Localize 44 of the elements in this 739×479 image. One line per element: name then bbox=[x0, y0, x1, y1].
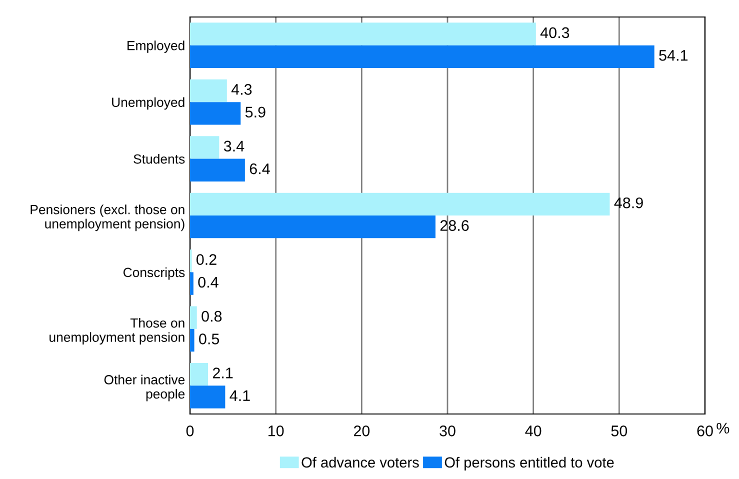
x-tick-label: 20 bbox=[354, 426, 370, 436]
bar bbox=[190, 272, 194, 295]
data-label: 0.8 bbox=[202, 310, 222, 322]
data-label: 0.2 bbox=[196, 254, 216, 265]
x-tick-label: 40 bbox=[525, 426, 542, 436]
bar bbox=[190, 79, 227, 102]
bar bbox=[190, 328, 194, 352]
y-tick-label: Students bbox=[134, 154, 185, 164]
data-label: 0.4 bbox=[198, 276, 218, 288]
data-label: 48.9 bbox=[614, 197, 643, 208]
bar bbox=[190, 45, 654, 68]
bar bbox=[190, 362, 208, 386]
data-label: 4.1 bbox=[230, 390, 250, 401]
data-label: 4.3 bbox=[231, 84, 252, 95]
x-tick-label: 10 bbox=[268, 426, 284, 436]
bar bbox=[190, 386, 226, 408]
x-tick-label: 60 bbox=[697, 426, 713, 436]
x-tick-label: 50 bbox=[611, 426, 628, 436]
y-tick-label: Other inactive people bbox=[104, 374, 185, 402]
legend-label: Of advance voters bbox=[302, 456, 419, 468]
bar bbox=[190, 192, 610, 216]
y-tick-label: Conscripts bbox=[123, 267, 185, 280]
data-label: 40.3 bbox=[540, 27, 570, 38]
y-tick-label: Pensioners (excl. those on unemployment pension) bbox=[30, 204, 184, 232]
bar bbox=[190, 306, 197, 329]
legend-label: Of persons entitled to vote bbox=[444, 456, 614, 470]
data-label: 54.1 bbox=[659, 50, 688, 61]
y-tick-label: Unemployed bbox=[112, 97, 184, 110]
y-tick-label: Those on unemployment pension bbox=[50, 318, 184, 345]
data-label: 5.9 bbox=[245, 106, 266, 118]
bar bbox=[190, 216, 436, 238]
data-label: 2.1 bbox=[212, 368, 233, 378]
x-tick-label: 0 bbox=[186, 426, 194, 436]
bar bbox=[190, 158, 245, 182]
data-label: 0.5 bbox=[199, 334, 220, 344]
bar bbox=[190, 136, 220, 159]
x-axis-title: % bbox=[716, 422, 730, 434]
bar bbox=[190, 22, 536, 46]
x-tick-label: 30 bbox=[440, 426, 456, 436]
data-label: 6.4 bbox=[250, 163, 270, 174]
data-label: 28.6 bbox=[440, 220, 469, 231]
data-label: 3.4 bbox=[224, 140, 244, 152]
bar bbox=[190, 102, 241, 125]
y-tick-label: Employed bbox=[128, 40, 184, 53]
